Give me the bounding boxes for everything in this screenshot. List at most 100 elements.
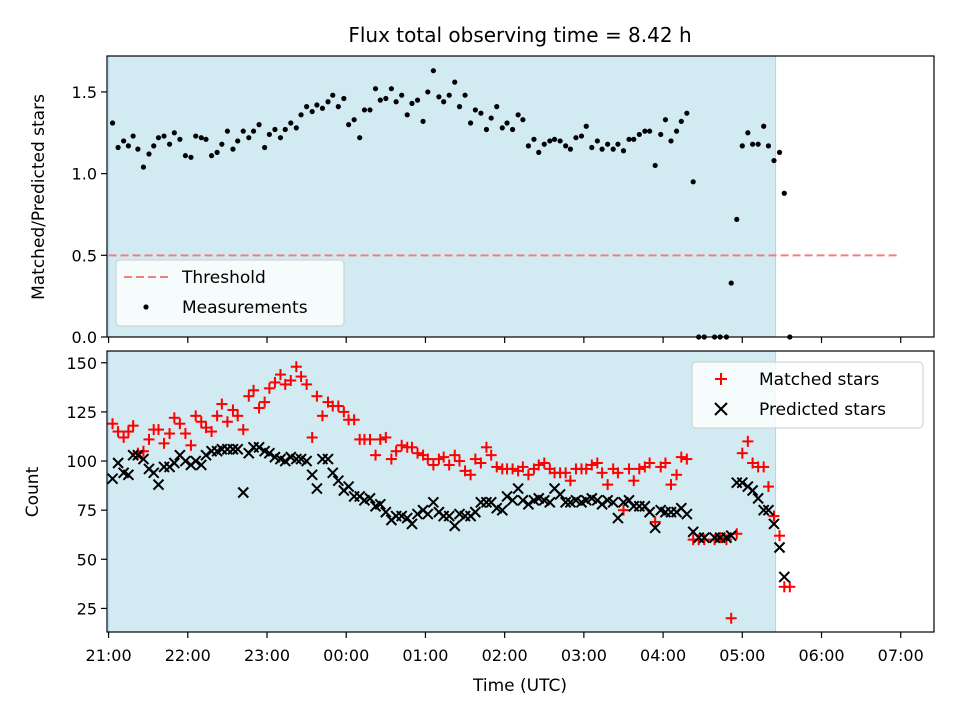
matched-star-point xyxy=(422,453,434,465)
measurement-point xyxy=(525,143,532,149)
measurement-point xyxy=(620,148,627,154)
predicted-star-point xyxy=(127,449,139,461)
matched-star-point xyxy=(665,479,677,491)
matched-star-point xyxy=(200,422,212,434)
measurement-point xyxy=(372,86,379,92)
measurement-point xyxy=(781,190,787,196)
predicted-star-point xyxy=(231,443,244,455)
matched-star-point xyxy=(586,459,598,471)
measurement-point xyxy=(361,107,368,113)
measurement-point xyxy=(325,99,331,105)
top-y-tick-label: 1.5 xyxy=(72,83,97,102)
matched-star-point xyxy=(469,453,481,465)
matched-star-point xyxy=(306,431,318,443)
predicted-star-point xyxy=(681,508,693,520)
matched-star-point xyxy=(137,445,149,457)
matched-star-point xyxy=(681,453,693,465)
measurement-point xyxy=(314,102,320,108)
matched-star-point xyxy=(195,416,207,428)
measurement-point xyxy=(293,125,299,131)
measurement-point xyxy=(441,99,447,105)
matched-star-point xyxy=(784,581,796,593)
bottom-plot-frame xyxy=(106,350,935,633)
predicted-star-point xyxy=(752,492,764,505)
matched-star-point xyxy=(243,390,255,402)
predicted-star-point xyxy=(612,512,624,524)
matched-star-point xyxy=(107,418,119,430)
predicted-star-point xyxy=(422,508,434,520)
predicted-star-point xyxy=(757,504,770,516)
matched-star-point xyxy=(659,457,671,469)
predicted-star-point xyxy=(306,469,318,481)
x-tick-label: 00:00 xyxy=(323,646,369,665)
measurement-point xyxy=(765,143,772,149)
measurement-point xyxy=(130,133,136,139)
matched-star-point xyxy=(227,404,239,416)
predicted-star-point xyxy=(179,455,192,467)
predicted-star-point xyxy=(332,474,345,487)
bottom-y-tick-label: 150 xyxy=(66,354,97,373)
measurement-point xyxy=(171,130,177,136)
top-y-tick-label: 0.0 xyxy=(72,328,97,347)
measurement-point xyxy=(393,99,399,105)
measurement-point xyxy=(399,92,405,98)
matched-star-point xyxy=(438,451,450,463)
matched-star-point xyxy=(465,469,477,481)
measurement-point xyxy=(277,135,284,141)
matched-star-point xyxy=(232,410,244,422)
measurement-point xyxy=(121,138,127,144)
predicted-star-point xyxy=(649,522,661,534)
predicted-star-point xyxy=(190,455,202,467)
chart-title: Flux total observing time = 8.42 h xyxy=(348,23,691,47)
measurement-point xyxy=(515,112,521,118)
matched-star-point xyxy=(174,418,186,430)
measurement-point xyxy=(357,135,363,141)
measurement-point xyxy=(642,128,648,134)
x-tick-label: 05:00 xyxy=(719,646,765,665)
measurement-point xyxy=(377,97,383,103)
predicted-star-point xyxy=(227,443,239,455)
predicted-star-point xyxy=(517,494,529,507)
matched-star-point xyxy=(406,441,418,453)
measurement-point xyxy=(414,97,421,103)
matched-star-point xyxy=(644,457,656,469)
predicted-star-point xyxy=(736,476,749,489)
measurement-point xyxy=(256,122,262,128)
measurement-point xyxy=(578,133,585,139)
measurement-point xyxy=(272,126,278,133)
matched-star-point xyxy=(164,428,176,440)
measurement-point xyxy=(230,146,236,152)
predicted-star-point xyxy=(122,469,135,481)
predicted-star-point xyxy=(607,496,619,509)
measurement-point xyxy=(647,128,653,134)
matched-star-point xyxy=(762,481,774,493)
matched-star-point xyxy=(449,449,461,461)
measurement-point xyxy=(567,146,574,152)
x-tick-label: 22:00 xyxy=(165,646,211,665)
measurement-point xyxy=(309,108,315,115)
matched-star-point xyxy=(332,400,344,412)
predicted-star-point xyxy=(544,496,556,509)
measurement-point xyxy=(551,136,558,142)
measurement-point xyxy=(115,144,121,151)
predicted-star-point xyxy=(506,494,519,507)
matched-star-point xyxy=(152,424,164,436)
bottom-y-tick-label: 25 xyxy=(77,599,97,618)
measurement-point xyxy=(728,280,734,286)
matched-star-point xyxy=(316,410,328,422)
measurement-point xyxy=(193,133,199,139)
predicted-star-point xyxy=(364,492,376,505)
bottom-y-tick-label: 100 xyxy=(66,452,97,471)
matched-star-point xyxy=(454,455,466,467)
matched-star-point xyxy=(774,530,786,542)
matched-star-point xyxy=(491,461,503,473)
bottom-y-axis-label: Count xyxy=(23,466,43,517)
matched-star-point xyxy=(158,437,170,449)
matched-star-point xyxy=(633,463,645,475)
measurement-point xyxy=(288,120,294,126)
matched-star-point xyxy=(758,461,770,473)
predicted-star-point xyxy=(496,504,508,516)
predicted-star-point xyxy=(106,473,119,485)
matched-star-point xyxy=(412,447,424,459)
measurement-point xyxy=(536,149,542,155)
